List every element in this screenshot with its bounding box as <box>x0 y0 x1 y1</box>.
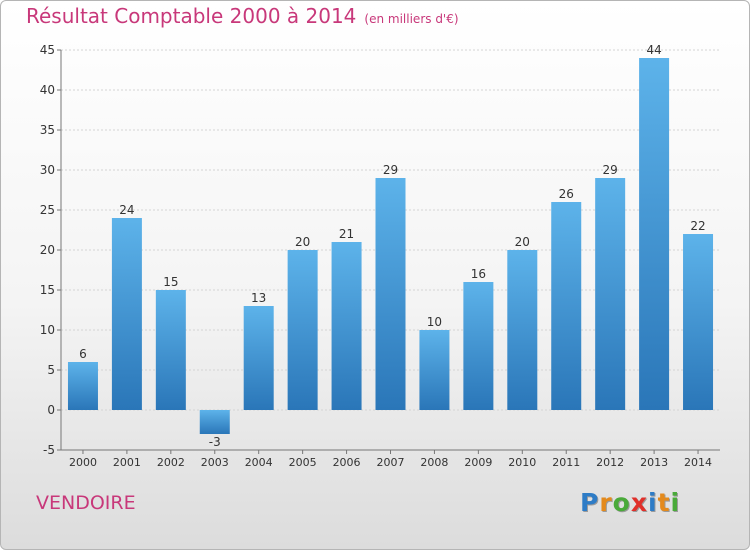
x-tick-label: 2008 <box>420 456 448 469</box>
x-tick-label: 2007 <box>377 456 405 469</box>
chart-title-text: Résultat Comptable 2000 à 2014 <box>26 4 357 28</box>
data-label: 13 <box>251 291 266 305</box>
data-label: 20 <box>515 235 530 249</box>
y-tick-label: 15 <box>40 283 55 297</box>
x-tick-label: 2005 <box>289 456 317 469</box>
data-label: 24 <box>119 203 134 217</box>
y-tick-label: 35 <box>40 123 55 137</box>
x-tick-label: 2000 <box>69 456 97 469</box>
bar <box>551 202 582 410</box>
data-label: 22 <box>690 219 705 233</box>
x-tick-label: 2001 <box>113 456 141 469</box>
data-label: 20 <box>295 235 310 249</box>
x-tick-label: 2009 <box>464 456 492 469</box>
y-tick-label: 25 <box>40 203 55 217</box>
data-label: 16 <box>471 267 486 281</box>
bar <box>243 306 274 410</box>
logo-letter: P <box>580 488 600 517</box>
x-tick-label: 2003 <box>201 456 229 469</box>
proxiti-logo: Proxiti <box>580 488 680 517</box>
logo-letter: o <box>612 488 631 517</box>
data-label: 26 <box>559 187 574 201</box>
y-tick-label: 10 <box>40 323 55 337</box>
chart-title: Résultat Comptable 2000 à 2014 (en millie… <box>26 4 459 28</box>
data-label: 29 <box>603 163 618 177</box>
bar <box>683 234 714 410</box>
bar <box>287 250 318 410</box>
x-tick-label: 2004 <box>245 456 273 469</box>
x-tick-label: 2002 <box>157 456 185 469</box>
x-tick-label: 2012 <box>596 456 624 469</box>
bar <box>639 58 670 410</box>
bar <box>507 250 538 410</box>
data-label: 44 <box>646 43 661 57</box>
logo-letter: t <box>657 488 671 517</box>
y-tick-label: 5 <box>47 363 55 377</box>
chart-subtitle: (en milliers d'€) <box>364 12 459 26</box>
data-label: 29 <box>383 163 398 177</box>
x-tick-label: 2013 <box>640 456 668 469</box>
place-name: VENDOIRE <box>36 492 136 514</box>
data-label: 6 <box>79 347 87 361</box>
logo-letter: x <box>630 488 648 517</box>
data-label: 15 <box>163 275 178 289</box>
bar <box>111 218 142 410</box>
data-label: 10 <box>427 315 442 329</box>
bar <box>199 410 230 434</box>
logo-letter: i <box>670 488 681 517</box>
x-tick-label: 2014 <box>684 456 712 469</box>
y-tick-label: 0 <box>47 403 55 417</box>
bar <box>375 178 406 410</box>
y-tick-label: -5 <box>43 443 55 457</box>
data-label: 21 <box>339 227 354 241</box>
bar <box>463 282 494 410</box>
y-tick-label: 20 <box>40 243 55 257</box>
y-tick-label: 45 <box>40 43 55 57</box>
x-tick-label: 2010 <box>508 456 536 469</box>
bar <box>155 290 186 410</box>
bar <box>595 178 626 410</box>
x-tick-label: 2011 <box>552 456 580 469</box>
bar <box>331 242 362 410</box>
bar <box>419 330 450 410</box>
data-label: -3 <box>209 435 221 449</box>
bar <box>67 362 98 410</box>
logo-letter: r <box>599 488 613 517</box>
logo-letter: i <box>648 488 658 517</box>
y-tick-label: 30 <box>40 163 55 177</box>
y-tick-label: 40 <box>40 83 55 97</box>
x-tick-label: 2006 <box>333 456 361 469</box>
